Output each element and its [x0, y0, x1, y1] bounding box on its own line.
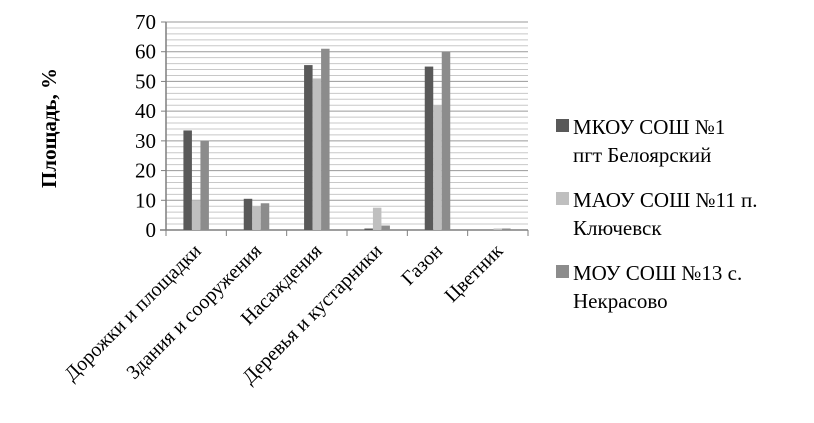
legend-swatch [556, 192, 569, 205]
y-tick-label: 70 [135, 10, 156, 34]
legend: МКОУ СОШ №1 пгт Белоярский МАОУ СОШ №11 п.… [556, 115, 758, 313]
bar [252, 206, 261, 230]
bar [243, 198, 253, 230]
y-axis-title: Площадь, % [37, 68, 61, 188]
bar [381, 225, 390, 230]
bar [372, 207, 382, 230]
y-tick-label: 40 [135, 99, 156, 123]
legend-entry: МКОУ СОШ №1 пгт Белоярский [556, 115, 725, 167]
y-tick-label: 10 [135, 188, 156, 212]
legend-entry: МАОУ СОШ №11 п. Ключевск [556, 188, 758, 240]
legend-swatch [556, 265, 569, 278]
y-tick-labels: 0 10 20 30 40 50 60 70 [135, 10, 156, 242]
bar [424, 66, 434, 230]
legend-label: Некрасово [573, 289, 668, 313]
y-tick-label: 20 [135, 159, 156, 183]
legend-label: МОУ СОШ №13 с. [573, 261, 742, 285]
bar [312, 78, 322, 230]
axes [160, 21, 529, 236]
bar [441, 51, 451, 230]
legend-label: Ключевск [573, 216, 662, 240]
bar [304, 65, 313, 230]
x-tick-label: Газон [397, 240, 447, 290]
legend-swatch [556, 119, 569, 132]
bar [502, 228, 511, 230]
legend-label: пгт Белоярский [573, 143, 711, 167]
y-tick-label: 0 [146, 218, 157, 242]
y-tick-label: 60 [135, 40, 156, 64]
bar [321, 48, 330, 230]
bar [364, 228, 373, 230]
bar [191, 200, 201, 230]
gridlines [166, 21, 528, 225]
bar [433, 105, 442, 230]
y-tick-label: 50 [135, 69, 156, 93]
bar [260, 203, 270, 230]
legend-label: МКОУ СОШ №1 [573, 115, 725, 139]
legend-entry: МОУ СОШ №13 с. Некрасово [556, 261, 742, 313]
legend-label: МАОУ СОШ №11 п. [573, 188, 758, 212]
x-tick-label: Цветник [441, 240, 508, 307]
y-tick-label: 30 [135, 129, 156, 153]
bar [493, 228, 503, 230]
bar [200, 140, 209, 230]
bars [183, 48, 511, 230]
bar [183, 130, 192, 230]
